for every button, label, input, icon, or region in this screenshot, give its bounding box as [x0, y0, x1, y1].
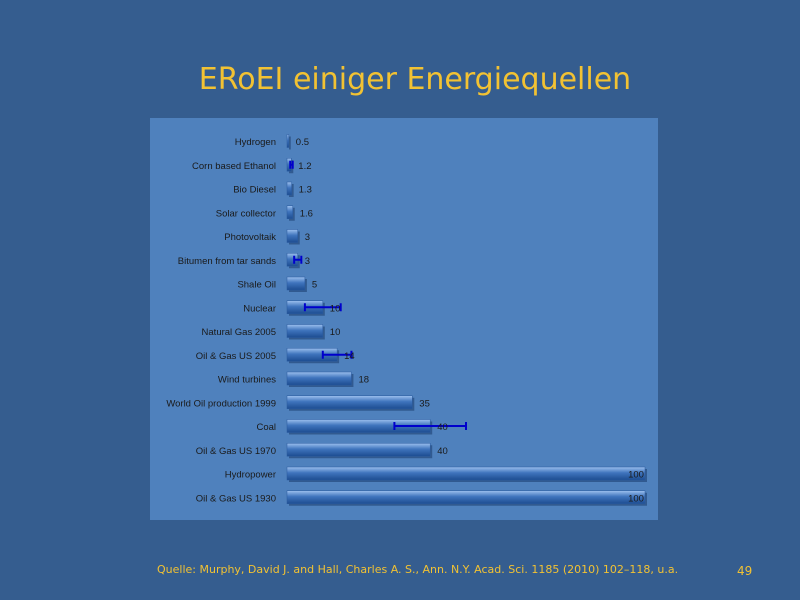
category-label: Natural Gas 2005: [202, 327, 276, 338]
category-label: Hydrogen: [235, 137, 276, 148]
data-label: 1.3: [299, 185, 312, 196]
data-label: 3: [305, 232, 310, 243]
data-label: 40: [437, 422, 448, 433]
bar: [286, 324, 324, 338]
bar: [286, 371, 352, 386]
category-label: Coal: [256, 422, 276, 433]
data-label: 35: [419, 398, 430, 409]
bar-shadow: [289, 136, 291, 150]
data-label: 100: [628, 470, 644, 481]
bar: [286, 229, 298, 243]
data-label: 14: [344, 351, 355, 362]
category-label: Wind turbines: [218, 375, 276, 386]
data-label: 18: [358, 375, 369, 386]
bar: [286, 181, 292, 196]
category-label: Hydropower: [225, 470, 276, 481]
data-label: 0.5: [296, 137, 309, 148]
category-label: Bio Diesel: [233, 185, 276, 196]
page-number: 49: [737, 564, 753, 578]
category-label: Solar collector: [216, 208, 276, 219]
bar: [286, 490, 646, 504]
category-label: Oil & Gas US 1970: [196, 446, 276, 457]
category-label: Bitumen from tar sands: [178, 256, 276, 267]
bar: [286, 443, 431, 457]
data-label: 5: [312, 280, 317, 291]
bar: [286, 134, 290, 148]
data-label: 1.2: [298, 161, 311, 172]
slide-title: ERoEI einiger Energiequellen: [198, 62, 632, 97]
data-label: 100: [628, 493, 644, 504]
data-label: 1.6: [300, 208, 313, 219]
bar: [286, 466, 646, 481]
data-label: 3: [305, 256, 310, 267]
chart-panel: Hydrogen 0.5 Corn based Ethanol 1.2 Bio Dies…: [150, 118, 658, 520]
source-citation: Quelle: Murphy, David J. and Hall, Charl…: [157, 563, 679, 576]
category-label: Oil & Gas US 2005: [196, 351, 276, 362]
category-label: Corn based Ethanol: [192, 161, 276, 172]
bar: [286, 276, 306, 291]
bar: [286, 395, 413, 409]
category-label: Photovoltaik: [224, 232, 276, 243]
category-label: Oil & Gas US 1930: [196, 493, 276, 504]
data-label: 40: [437, 446, 448, 457]
data-label: 10: [330, 303, 341, 314]
bar: [286, 205, 293, 219]
category-label: Shale Oil: [237, 280, 276, 291]
data-label: 10: [330, 327, 341, 338]
category-label: Nuclear: [243, 303, 276, 314]
eroei-bar-chart: Hydrogen 0.5 Corn based Ethanol 1.2 Bio Dies…: [166, 134, 647, 506]
category-label: World Oil production 1999: [166, 398, 276, 409]
